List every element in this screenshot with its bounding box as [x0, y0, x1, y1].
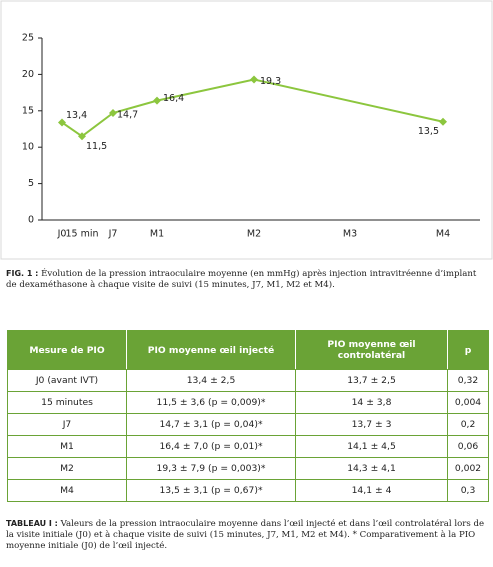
table-cell: 0,06 — [447, 435, 489, 458]
y-tick-label: 15 — [22, 105, 34, 116]
x-tick-label: M4 — [436, 229, 450, 240]
table-cell: 14,1 ± 4,5 — [295, 435, 448, 458]
data-point — [250, 75, 258, 84]
data-point — [109, 108, 117, 117]
table-cell: 0,3 — [447, 479, 489, 502]
data-table: Mesure de PIO PIO moyenne œil injecté PIO … — [7, 330, 489, 502]
value-label: 19,3 — [260, 76, 281, 87]
table-cell: 13,7 ± 2,5 — [295, 369, 448, 392]
table-cell: 16,4 ± 7,0 (p = 0,01)* — [126, 435, 296, 458]
table-cell: J7 — [7, 413, 127, 436]
table-cell: 11,5 ± 3,6 (p = 0,009)* — [126, 391, 296, 414]
table-cell: M1 — [7, 435, 127, 458]
data-point — [439, 117, 447, 126]
x-tick-label: M1 — [150, 229, 164, 240]
column-header: PIO moyenne œil controlatéral — [295, 330, 448, 370]
x-tick-label: 15 min — [65, 229, 98, 240]
value-label: 14,7 — [117, 109, 138, 120]
data-point — [58, 118, 66, 127]
column-header: Mesure de PIO — [7, 330, 127, 370]
table-cell: 19,3 ± 7,9 (p = 0,003)* — [126, 457, 296, 480]
series-line — [61, 78, 444, 138]
value-label: 16,4 — [163, 93, 184, 104]
caption-text: Valeurs de la pression intraoculaire moy… — [6, 519, 485, 551]
table-cell: 0,002 — [447, 457, 489, 480]
table-row: M1 16,4 ± 7,0 (p = 0,01)* 14,1 ± 4,5 0,06 — [7, 435, 489, 458]
y-tick-label: 25 — [22, 33, 34, 44]
data-point — [78, 132, 86, 141]
table-cell: 14 ± 3,8 — [295, 391, 448, 414]
y-tick-label: 10 — [22, 142, 34, 153]
table-cell: M2 — [7, 457, 127, 480]
figure-caption: FIG. 1 : Évolution de la pression intrao… — [6, 268, 488, 291]
column-header: PIO moyenne œil injecté — [126, 330, 296, 370]
table-caption: TABLEAU I : Valeurs de la pression intra… — [6, 518, 488, 552]
chart-frame — [0, 0, 493, 260]
value-label: 11,5 — [86, 141, 107, 152]
y-tick-label: 20 — [22, 69, 34, 80]
table-row: M2 19,3 ± 7,9 (p = 0,003)* 14,3 ± 4,1 0,002 — [7, 457, 489, 480]
y-tick-label: 5 — [28, 178, 34, 189]
table-cell: 15 minutes — [7, 391, 127, 414]
caption-label: TABLEAU I : — [6, 519, 58, 528]
value-label: 13,5 — [418, 126, 439, 137]
table-row: M4 13,5 ± 3,1 (p = 0,67)* 14,1 ± 4 0,3 — [7, 479, 489, 502]
data-point — [153, 96, 161, 105]
value-label: 13,4 — [66, 110, 87, 121]
x-tick-label: J0 — [57, 229, 67, 240]
table-cell: J0 (avant IVT) — [7, 369, 127, 392]
y-tick-label: 0 — [28, 215, 34, 226]
caption-label: FIG. 1 : — [6, 269, 39, 278]
table-cell: 14,7 ± 3,1 (p = 0,04)* — [126, 413, 296, 436]
table-cell: 14,1 ± 4 — [295, 479, 448, 502]
table-cell: 0,32 — [447, 369, 489, 392]
table-row: 15 minutes 11,5 ± 3,6 (p = 0,009)* 14 ± 3,… — [7, 391, 489, 414]
table-cell: 14,3 ± 4,1 — [295, 457, 448, 480]
caption-text: Évolution de la pression intraoculaire m… — [6, 269, 477, 290]
table-cell: 13,5 ± 3,1 (p = 0,67)* — [126, 479, 296, 502]
table-cell: 13,7 ± 3 — [295, 413, 448, 436]
table-cell: 0,004 — [447, 391, 489, 414]
x-tick-label: J7 — [108, 229, 118, 240]
chart: 0 5 10 15 20 25 J0 15 min J7 M1 M2 M3 M4 13,4 11,5 14,7… — [0, 0, 493, 260]
table-cell: 13,4 ± 2,5 — [126, 369, 296, 392]
table-cell: M4 — [7, 479, 127, 502]
column-header: p — [447, 330, 489, 370]
table-row: J7 14,7 ± 3,1 (p = 0,04)* 13,7 ± 3 0,2 — [7, 413, 489, 436]
x-tick-label: M3 — [343, 229, 357, 240]
x-tick-label: M2 — [247, 229, 261, 240]
table-row: J0 (avant IVT) 13,4 ± 2,5 13,7 ± 2,5 0,32 — [7, 369, 489, 392]
table-cell: 0,2 — [447, 413, 489, 436]
